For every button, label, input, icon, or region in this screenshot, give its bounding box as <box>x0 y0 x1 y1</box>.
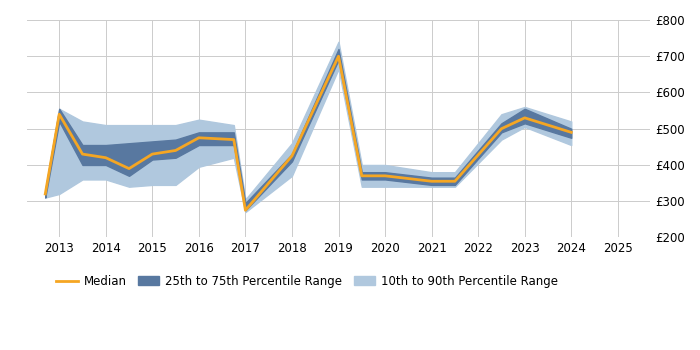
Legend: Median, 25th to 75th Percentile Range, 10th to 90th Percentile Range: Median, 25th to 75th Percentile Range, 1… <box>52 270 563 292</box>
